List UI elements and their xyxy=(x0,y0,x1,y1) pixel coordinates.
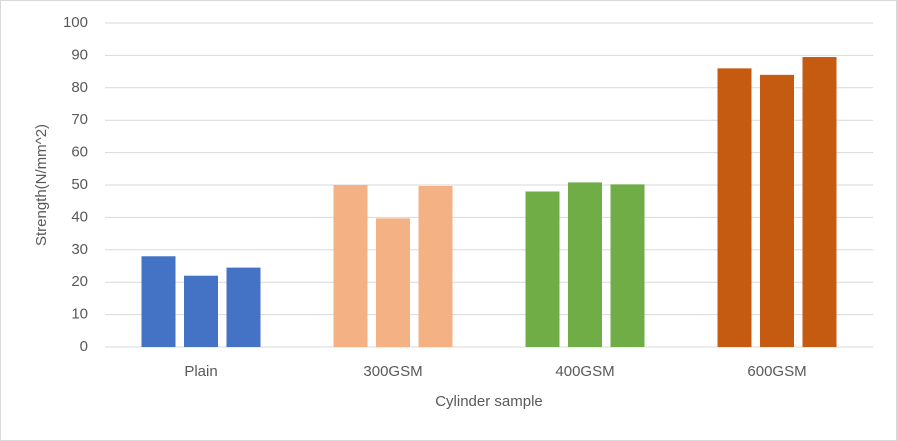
x-tick-label: 300GSM xyxy=(363,363,422,380)
y-tick-label: 50 xyxy=(71,176,88,193)
x-axis-label: Cylinder sample xyxy=(435,393,543,410)
y-axis-label: Strength(N/mm^2) xyxy=(33,124,50,246)
bar xyxy=(802,57,837,348)
bar xyxy=(717,68,752,348)
y-tick-label: 40 xyxy=(71,208,88,225)
x-tick-label: 600GSM xyxy=(747,363,806,380)
x-tick-label: Plain xyxy=(184,363,217,380)
y-tick-label: 100 xyxy=(63,14,88,31)
bar xyxy=(376,218,410,347)
y-tick-label: 90 xyxy=(71,46,88,63)
bar xyxy=(226,267,261,347)
bar xyxy=(141,256,176,347)
bar xyxy=(333,185,368,347)
bar xyxy=(760,74,794,347)
bar xyxy=(525,191,560,347)
x-tick-label: 400GSM xyxy=(555,363,614,380)
bar xyxy=(418,185,453,347)
bar xyxy=(568,182,602,347)
y-tick-label: 0 xyxy=(80,338,88,355)
bar xyxy=(610,184,645,347)
bar xyxy=(184,275,218,347)
y-tick-label: 60 xyxy=(71,144,88,161)
y-tick-label: 30 xyxy=(71,241,88,258)
y-tick-label: 70 xyxy=(71,111,88,128)
y-tick-label: 20 xyxy=(71,273,88,290)
y-tick-label: 10 xyxy=(71,306,88,323)
y-tick-label: 80 xyxy=(71,79,88,96)
